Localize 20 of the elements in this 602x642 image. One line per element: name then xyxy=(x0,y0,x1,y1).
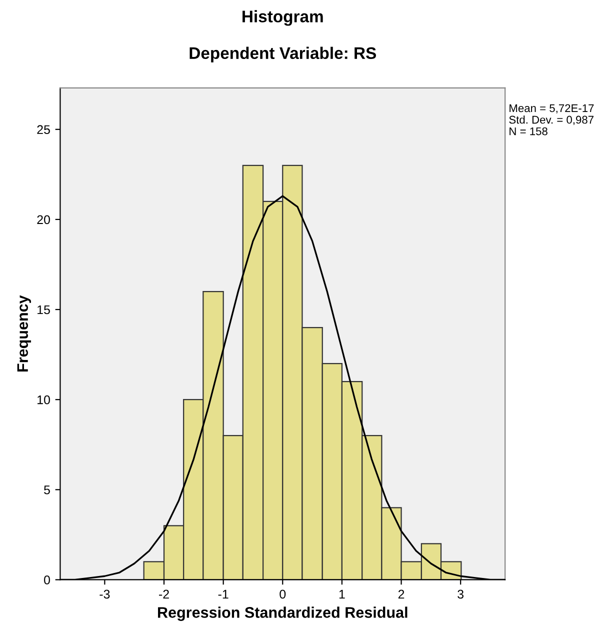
y-tick-label: 25 xyxy=(37,125,50,134)
x-tick-label: 0 xyxy=(280,590,286,599)
y-axis-title: Frequency xyxy=(17,295,32,372)
x-tick-label: 3 xyxy=(458,590,464,599)
y-tick-label: 20 xyxy=(37,215,50,224)
chart-subtitle: Dependent Variable: RS xyxy=(190,46,376,62)
y-tick-label: 0 xyxy=(44,576,50,584)
y-tick-label: 5 xyxy=(44,486,50,494)
x-tick-label: 1 xyxy=(339,590,345,599)
y-tick-label: 10 xyxy=(38,395,50,404)
x-axis-title: Regression Standardized Residual xyxy=(158,606,408,621)
x-tick-label: -1 xyxy=(218,590,228,599)
text: Mean = 5,72E-17 xyxy=(510,104,594,114)
x-tick-label: -2 xyxy=(159,590,169,599)
x-tick-label: 2 xyxy=(398,590,404,599)
text: N = 158 xyxy=(510,127,548,136)
x-tick-label: -3 xyxy=(100,590,110,599)
text: Std. Dev. = 0,987 xyxy=(509,116,594,125)
y-tick-label: 15 xyxy=(38,305,50,314)
chart-title: Histogram xyxy=(242,10,323,26)
